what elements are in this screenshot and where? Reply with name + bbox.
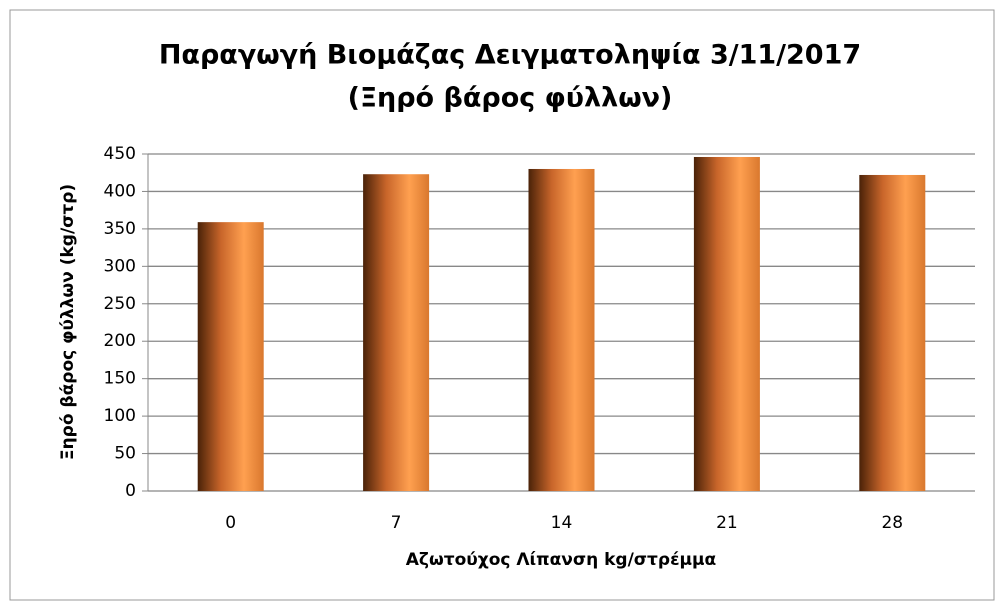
x-tick-label: 0: [225, 513, 236, 533]
bar: [197, 222, 264, 491]
y-tick-label: 400: [104, 181, 136, 201]
y-tick-label: 300: [104, 256, 136, 276]
bar: [859, 174, 926, 492]
y-tick-label: 200: [104, 331, 136, 351]
y-axis-label: Ξηρό βάρος φύλλων (kg/στρ): [58, 184, 78, 460]
y-tick-label: 450: [104, 144, 136, 164]
chart-subtitle: (Ξηρό βάρος φύλλων): [348, 83, 673, 114]
x-tick-label: 21: [716, 513, 738, 533]
x-tick-label: 14: [551, 513, 573, 533]
y-tick-label: 100: [104, 406, 136, 426]
bar: [363, 174, 430, 491]
bar: [528, 168, 595, 491]
chart-title: Παραγωγή Βιομάζας Δειγματοληψία 3/11/201…: [159, 40, 861, 71]
y-tick-label: 350: [104, 219, 136, 239]
y-tick-label: 50: [114, 444, 136, 464]
x-axis-label: Αζωτούχος Λίπανση kg/στρέμμα: [406, 550, 716, 570]
y-tick-label: 0: [125, 481, 136, 501]
y-tick-label: 150: [104, 369, 136, 389]
bar: [693, 156, 760, 492]
y-tick-label: 250: [104, 294, 136, 314]
x-tick-label: 7: [391, 513, 402, 533]
frame: [9, 9, 995, 601]
x-tick-label: 28: [881, 513, 903, 533]
